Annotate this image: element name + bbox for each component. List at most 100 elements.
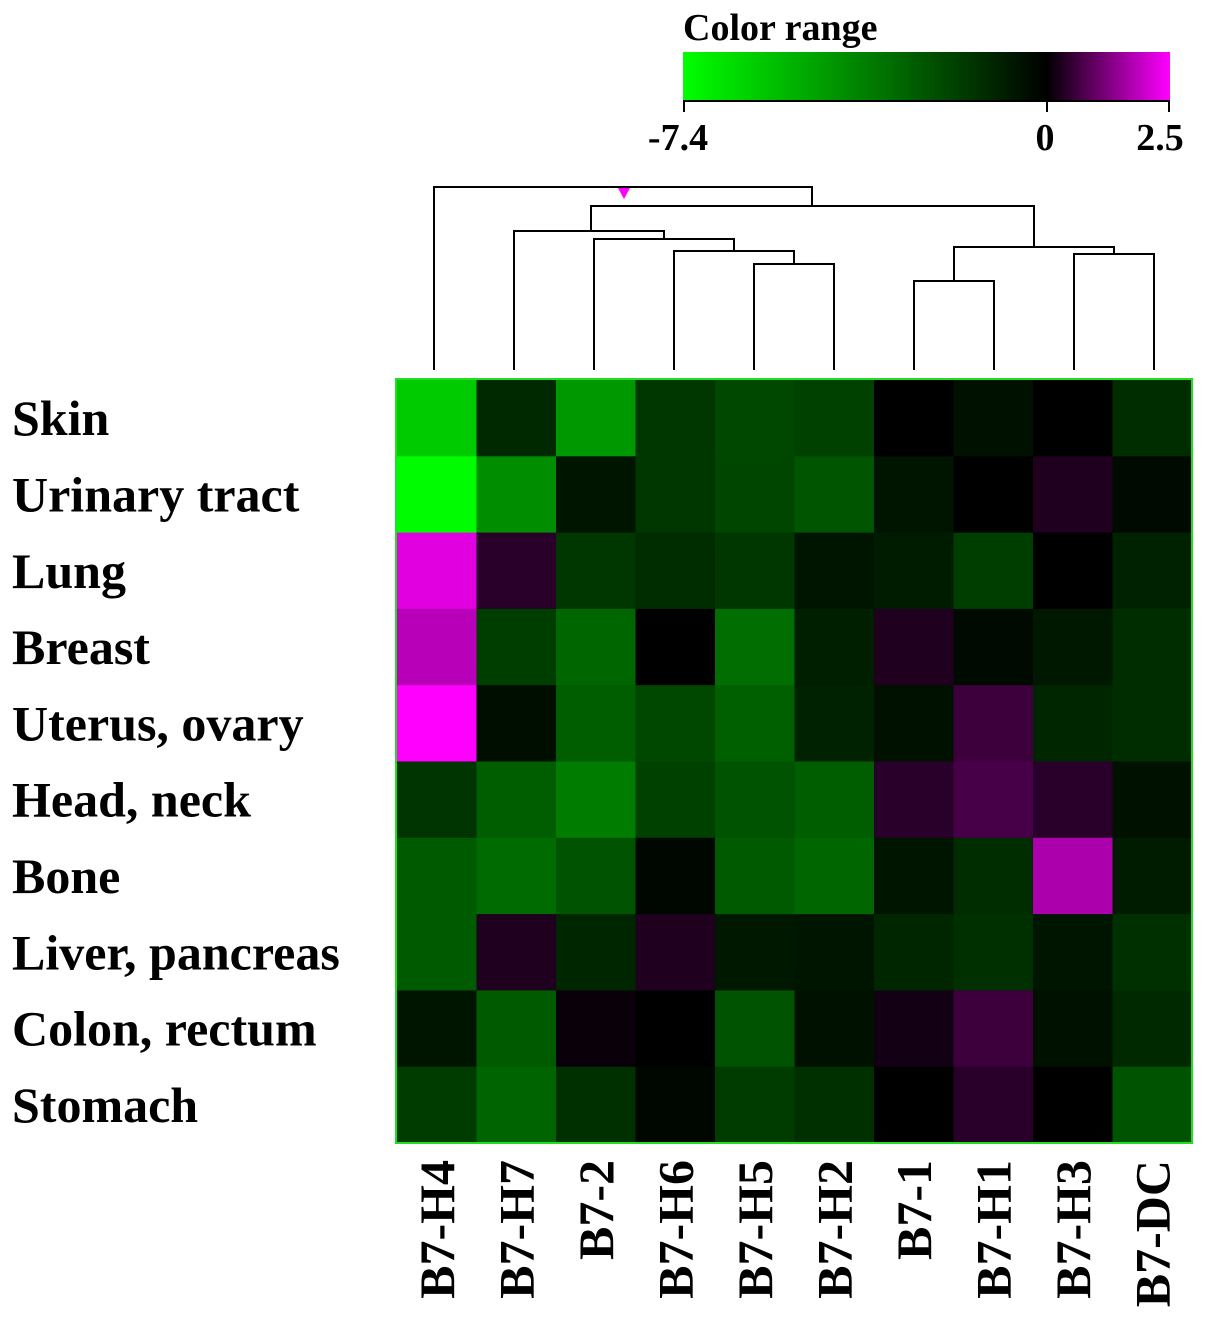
heatmap-cell [476, 380, 557, 457]
heatmap-cell [397, 685, 478, 763]
heatmap-cell [1033, 761, 1114, 839]
heatmap-cell [1112, 1066, 1193, 1144]
heatmap-cell [874, 1066, 955, 1144]
heatmap-cell [635, 837, 716, 915]
heatmap-cell [556, 456, 637, 534]
heatmap-cell [397, 532, 478, 610]
heatmap-cell [953, 456, 1034, 534]
heatmap-cell [953, 685, 1034, 763]
heatmap-cell [794, 456, 875, 534]
heatmap-cell [635, 532, 716, 610]
heatmap-cell [635, 456, 716, 534]
legend-title: Color range [683, 7, 878, 49]
row-label: Bone [12, 848, 120, 904]
heatmap-cell [476, 990, 557, 1068]
column-label: B7-H4 [409, 1160, 465, 1299]
heatmap-cell [397, 380, 478, 457]
color-legend: Color range -7.4 0 2.5 [648, 7, 1184, 159]
heatmap-cell [953, 532, 1034, 610]
heatmap-cell [874, 990, 955, 1068]
column-label: B7-2 [568, 1160, 624, 1260]
heatmap-cell [397, 456, 478, 534]
heatmap-cell [1112, 837, 1193, 915]
heatmap-cell [715, 837, 796, 915]
heatmap-cell [1033, 685, 1114, 763]
heatmap-cell [1112, 990, 1193, 1068]
row-label: Stomach [12, 1077, 198, 1133]
heatmap-cell [715, 761, 796, 839]
heatmap-cell [1112, 608, 1193, 686]
legend-tick-label-max: 2.5 [1136, 117, 1184, 159]
heatmap-cell [635, 761, 716, 839]
column-dendrogram [433, 186, 1155, 370]
heatmap-cell [874, 685, 955, 763]
heatmap-cell [794, 761, 875, 839]
heatmap-cell [476, 761, 557, 839]
heatmap-cell [635, 990, 716, 1068]
heatmap-cell [1112, 532, 1193, 610]
heatmap-cell [874, 456, 955, 534]
heatmap-cell [715, 1066, 796, 1144]
heatmap-cell [635, 685, 716, 763]
heatmap-cell [635, 380, 716, 457]
heatmap-cell [1033, 990, 1114, 1068]
heatmap-cell [794, 380, 875, 457]
heatmap-border [395, 378, 1193, 1144]
heatmap-cell [476, 837, 557, 915]
heatmap-cell [1112, 761, 1193, 839]
column-label: B7-H6 [647, 1160, 703, 1299]
column-label: B7-H5 [727, 1160, 783, 1299]
legend-tick-label-min: -7.4 [648, 117, 708, 159]
row-label: Colon, rectum [12, 1001, 317, 1057]
heatmap-cell [556, 837, 637, 915]
heatmap-cell [874, 608, 955, 686]
heatmap-cell [874, 761, 955, 839]
heatmap-cell [953, 761, 1034, 839]
heatmap-cell [953, 380, 1034, 457]
heatmap-cell [397, 1066, 478, 1144]
heatmap-cell [397, 990, 478, 1068]
heatmap-cell [794, 685, 875, 763]
heatmap-cell [794, 1066, 875, 1144]
heatmap-cell [953, 608, 1034, 686]
heatmap-cell [476, 608, 557, 686]
heatmap-cell [397, 608, 478, 686]
heatmap-cell [953, 914, 1034, 991]
row-label: Lung [12, 543, 126, 599]
heatmap-cell [1112, 914, 1193, 991]
legend-color-bar [683, 52, 1170, 100]
row-labels: Skin Urinary tract Lung Breast Uterus, ovary… [12, 390, 340, 1133]
heatmap-cell [715, 914, 796, 991]
heatmap-cell [874, 380, 955, 457]
heatmap-cell [397, 914, 478, 991]
row-label: Liver, pancreas [12, 924, 340, 980]
heatmap-cell [715, 532, 796, 610]
heatmap-cell [874, 837, 955, 915]
heatmap-cell [556, 685, 637, 763]
heatmap-cell [556, 380, 637, 457]
heatmap-cell [794, 990, 875, 1068]
heatmap-cell [476, 914, 557, 991]
row-label: Skin [12, 390, 110, 446]
heatmap-cell [1033, 380, 1114, 457]
row-label: Urinary tract [12, 466, 300, 522]
column-labels: B7-H4 B7-H7 B7-2 B7-H6 B7-H5 B7-H2 B7-1 B7-H1 B7… [409, 1160, 1181, 1307]
heatmap-cell [874, 914, 955, 991]
heatmap-cell [1033, 837, 1114, 915]
heatmap-cell [476, 1066, 557, 1144]
legend-tick-label-mid: 0 [1036, 117, 1055, 159]
column-label: B7-H7 [488, 1160, 544, 1299]
row-label: Head, neck [12, 772, 251, 828]
heatmap-cell [1112, 380, 1193, 457]
heatmap-cell [794, 608, 875, 686]
row-label: Breast [12, 619, 150, 675]
heatmap-cell [635, 1066, 716, 1144]
heatmap-cells [397, 380, 1193, 1144]
heatmap-cell [715, 685, 796, 763]
heatmap-cell [1033, 914, 1114, 991]
heatmap-cell [556, 914, 637, 991]
heatmap-cell [1033, 532, 1114, 610]
heatmap-cell [556, 608, 637, 686]
column-label: B7-H1 [965, 1160, 1021, 1299]
